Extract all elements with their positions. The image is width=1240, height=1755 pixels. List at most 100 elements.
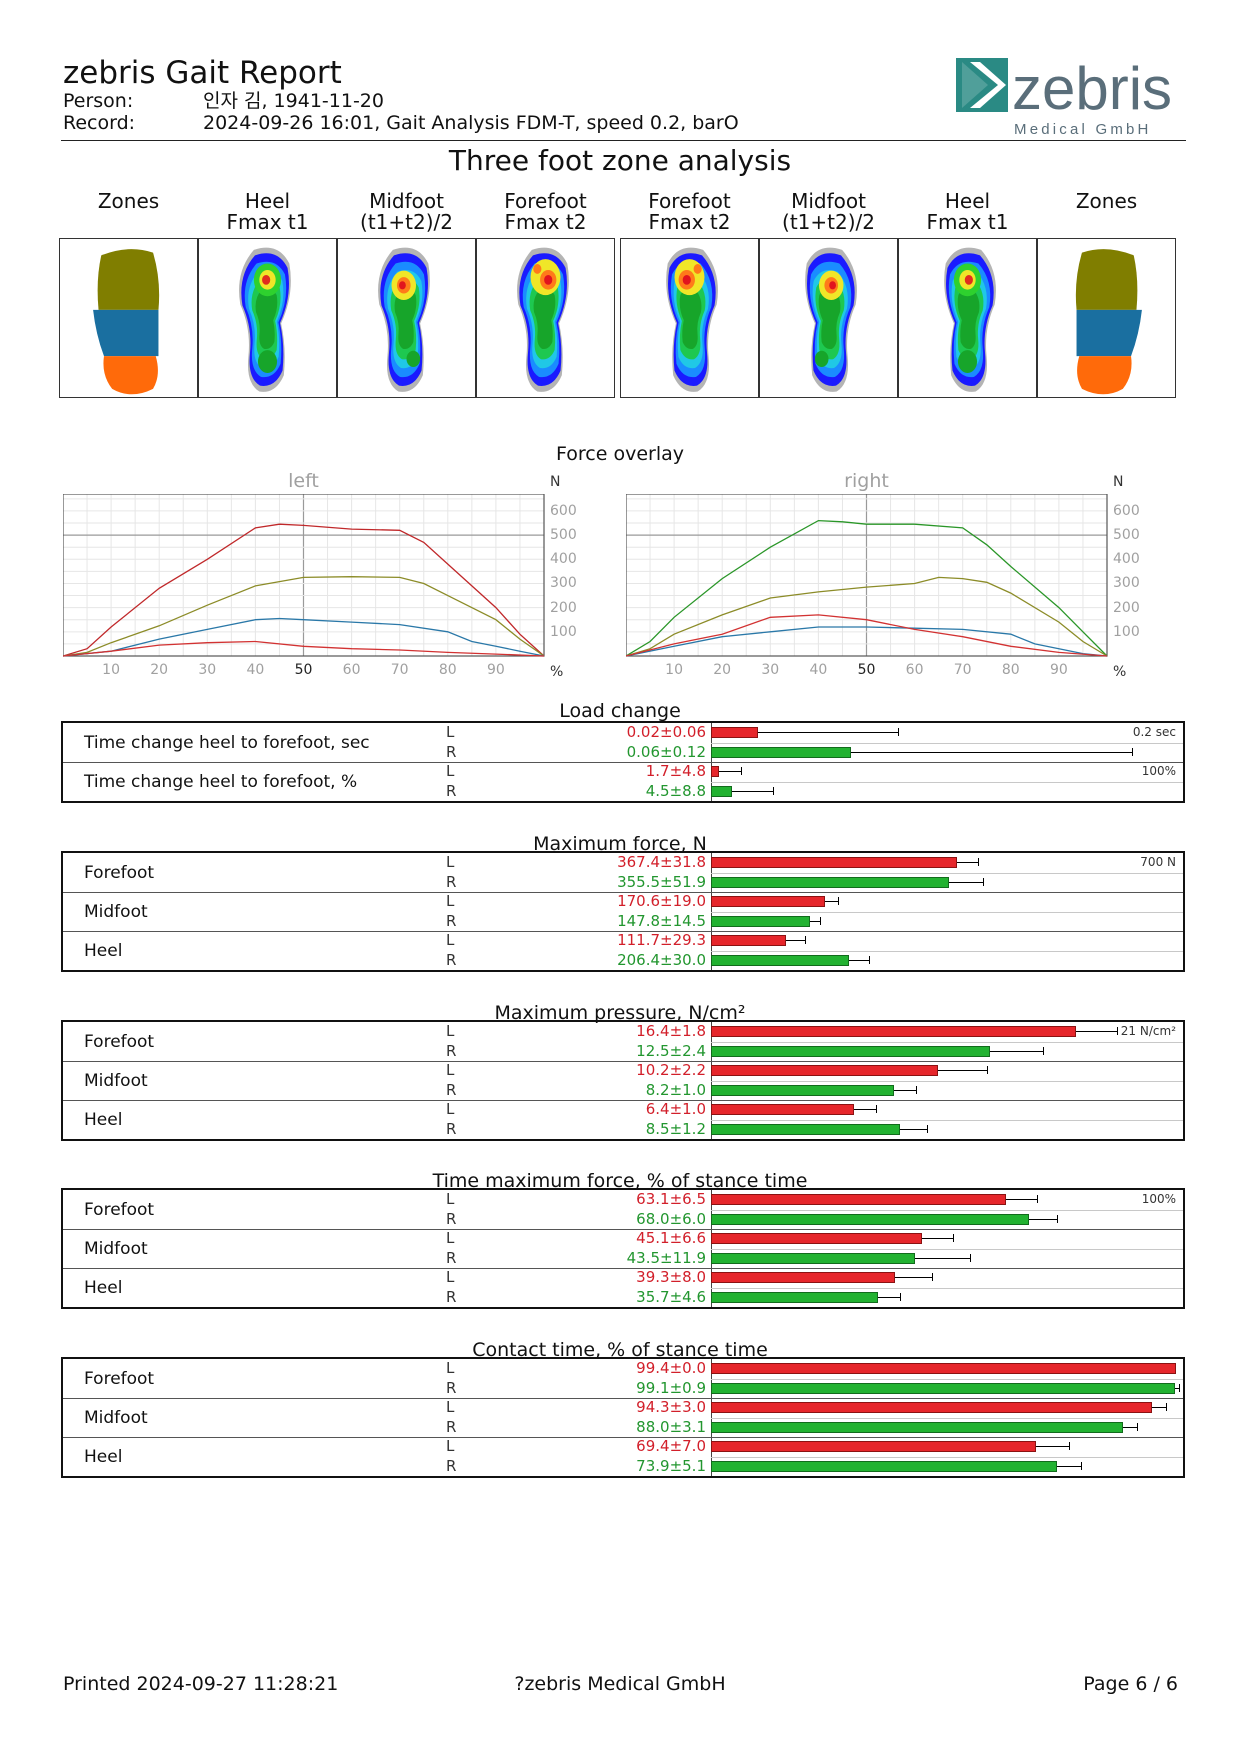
- error-bar-cap: [983, 877, 985, 886]
- left-bar: [711, 857, 957, 868]
- right-side-label: R: [446, 1456, 457, 1475]
- scale-label: 0.2 sec: [1132, 725, 1176, 739]
- left-value: 1.7±4.8: [645, 762, 706, 780]
- row-divider: [63, 1100, 1183, 1101]
- foot-image-cell: [898, 238, 1037, 398]
- left-value: 63.1±6.5: [636, 1190, 706, 1208]
- table-title: Maximum force, N: [533, 833, 707, 855]
- force-series-line: [626, 576, 1108, 657]
- y-tick-label: 100: [1113, 623, 1140, 640]
- left-value: 111.7±29.3: [617, 931, 706, 949]
- error-bar: [853, 1109, 876, 1110]
- error-bar-cap: [1068, 1442, 1070, 1450]
- x-tick-label: 80: [438, 662, 457, 678]
- logo-sub: Medical GmbH: [1014, 121, 1152, 138]
- right-side-label: R: [446, 1080, 457, 1099]
- pressure-heatmap: [944, 247, 996, 392]
- error-bar: [732, 790, 774, 792]
- error-bar: [878, 1296, 900, 1298]
- right-bar: [711, 1460, 1057, 1472]
- right-bar: [711, 876, 949, 888]
- scale-label: 100%: [1141, 764, 1176, 778]
- x-tick-label: 20: [150, 662, 169, 678]
- foot-image-cell: [476, 238, 615, 398]
- x-tick-label: 40: [246, 662, 265, 678]
- left-side-label: L: [446, 853, 455, 871]
- left-side-label: L: [446, 1190, 455, 1208]
- pressure-heatmap: [378, 247, 430, 392]
- left-bar: [711, 727, 758, 738]
- pressure-heatmap: [805, 247, 857, 392]
- error-bar: [893, 1089, 917, 1091]
- pressure-heatmap: [239, 247, 291, 392]
- table-row-label: Heel: [84, 940, 123, 961]
- error-bar: [851, 751, 1133, 753]
- left-bar: [711, 1233, 923, 1244]
- y-tick-label: 300: [1113, 575, 1140, 592]
- y-tick-label: 600: [1113, 502, 1140, 519]
- record-label: Record:: [63, 112, 136, 134]
- foot-zone-map: [1075, 249, 1142, 395]
- error-bar: [848, 959, 870, 961]
- left-value: 10.2±2.2: [636, 1061, 706, 1079]
- y-tick-label: 400: [550, 551, 577, 568]
- left-bar: [711, 1104, 854, 1115]
- error-bar: [938, 1070, 988, 1071]
- right-value: 8.2±1.0: [645, 1080, 706, 1099]
- table-row-label: Midfoot: [84, 901, 148, 922]
- left-bar: [711, 766, 719, 777]
- error-bar: [922, 1238, 953, 1239]
- report-title: zebris Gait Report: [63, 55, 342, 91]
- right-side-label: R: [446, 950, 457, 969]
- sub-row-divider: [711, 742, 1183, 744]
- force-series-line: [626, 626, 1108, 657]
- right-bar: [711, 1252, 915, 1264]
- sub-row-divider: [711, 911, 1183, 913]
- error-bar-cap: [1080, 1461, 1082, 1470]
- left-side-label: L: [446, 1398, 455, 1416]
- record-value: 2024-09-26 16:01, Gait Analysis FDM-T, s…: [203, 112, 739, 134]
- right-side-label: R: [446, 1378, 457, 1397]
- y-unit-label: N: [550, 474, 561, 490]
- right-side-label: R: [446, 1209, 457, 1228]
- row-divider: [63, 931, 1183, 932]
- right-value: 147.8±14.5: [617, 911, 706, 930]
- error-bar-cap: [977, 858, 979, 866]
- pressure-heatmap: [517, 247, 569, 392]
- right-value: 12.5±2.4: [636, 1041, 706, 1060]
- error-bar-cap: [916, 1085, 918, 1094]
- foot-col-title: Heel: [244, 189, 291, 213]
- error-bar: [1035, 1446, 1069, 1447]
- right-bar: [711, 1045, 990, 1057]
- error-bar: [718, 771, 742, 772]
- table-row-label: Heel: [84, 1277, 123, 1298]
- x-tick-label: 70: [953, 662, 972, 678]
- x-tick-label: 10: [665, 662, 683, 678]
- right-bar: [711, 915, 810, 927]
- left-side-label: L: [446, 723, 455, 741]
- right-value: 73.9±5.1: [636, 1456, 706, 1475]
- foot-col-subtitle: Fmax t1: [226, 210, 309, 234]
- left-side-label: L: [446, 762, 455, 780]
- error-bar: [1076, 1031, 1117, 1032]
- table-row-label: Forefoot: [84, 1368, 155, 1389]
- error-bar-cap: [837, 897, 839, 905]
- left-value: 170.6±19.0: [617, 892, 706, 910]
- right-side-label: R: [446, 1248, 457, 1267]
- error-bar: [956, 862, 978, 863]
- error-bar-cap: [773, 786, 775, 795]
- sub-row-divider: [711, 1209, 1183, 1211]
- x-tick-label: 80: [1001, 662, 1020, 678]
- x-tick-label: 30: [198, 662, 217, 678]
- error-bar-cap: [1057, 1214, 1059, 1223]
- foot-col-title: Forefoot: [504, 189, 587, 213]
- zebris-logo: zebris Medical GmbH: [954, 55, 1176, 138]
- right-value: 206.4±30.0: [617, 950, 706, 969]
- foot-col-subtitle: (t1+t2)/2: [360, 210, 453, 234]
- error-bar-cap: [970, 1253, 972, 1262]
- left-bar: [711, 1402, 1153, 1413]
- row-divider: [63, 762, 1183, 763]
- gait-table: [61, 1357, 1185, 1478]
- left-bar: [711, 1065, 939, 1076]
- left-bar: [711, 1194, 1007, 1205]
